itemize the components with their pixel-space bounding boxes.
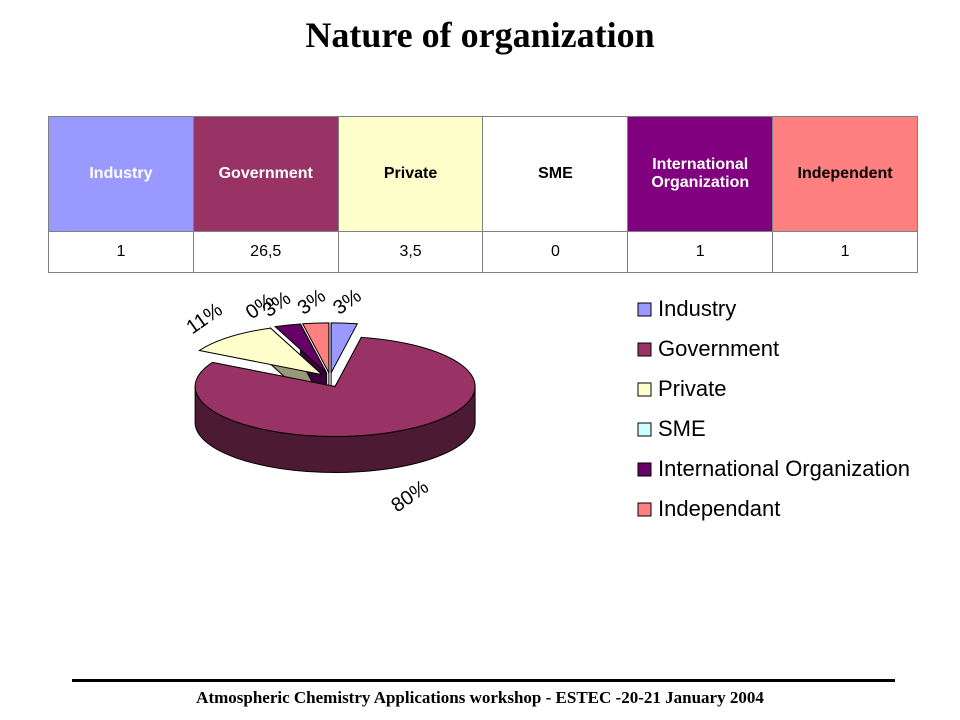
legend-label: International Organization bbox=[658, 456, 910, 481]
header-cell: Private bbox=[337, 116, 484, 232]
data-label: 80% bbox=[387, 476, 433, 517]
footer-rule bbox=[72, 679, 895, 682]
legend-label: Private bbox=[658, 376, 726, 401]
legend-swatch bbox=[637, 382, 652, 397]
slice bbox=[273, 323, 328, 374]
header-cell: SME bbox=[482, 116, 629, 232]
legend-label: Government bbox=[658, 336, 779, 361]
legend-label: Independant bbox=[658, 496, 780, 521]
header-cell: Independent bbox=[772, 116, 918, 232]
legend-label: SME bbox=[658, 416, 706, 441]
header-cell: Industry bbox=[48, 116, 194, 232]
legend-swatch bbox=[637, 422, 652, 437]
header-cell: International Organization bbox=[627, 116, 774, 232]
data-table: Industry Government Private SME Internationa… bbox=[48, 116, 918, 273]
data-cell: 1 bbox=[48, 231, 194, 273]
legend-swatch bbox=[637, 342, 652, 357]
data-cell: 3,5 bbox=[337, 231, 484, 273]
legend-swatch bbox=[637, 302, 652, 317]
data-cell: 1 bbox=[772, 231, 918, 273]
pie-chart: 3%80%11% 0%3%3% IndustryGovernmentPrivateS… bbox=[183, 285, 910, 521]
data-label: 3% bbox=[329, 285, 365, 320]
data-cell: 0 bbox=[482, 231, 629, 273]
data-label: 11% bbox=[183, 299, 227, 339]
legend-label: Industry bbox=[658, 296, 736, 321]
slice bbox=[330, 322, 359, 374]
slice bbox=[194, 336, 476, 438]
data-cell: 1 bbox=[627, 231, 774, 273]
slice bbox=[198, 327, 324, 376]
data-row: 1 26,5 3,5 0 1 1 bbox=[48, 231, 918, 273]
slice bbox=[301, 322, 330, 374]
legend-swatch bbox=[637, 462, 652, 477]
header-cell: Government bbox=[192, 116, 339, 232]
header-row: Industry Government Private SME Internationa… bbox=[48, 116, 918, 232]
legend-swatch bbox=[637, 502, 652, 517]
footer: Atmospheric Chemistry Applications works… bbox=[196, 688, 764, 707]
data-label: 3% bbox=[294, 285, 330, 320]
data-cell: 26,5 bbox=[192, 231, 339, 273]
slide-title: Nature of organization bbox=[305, 15, 655, 55]
